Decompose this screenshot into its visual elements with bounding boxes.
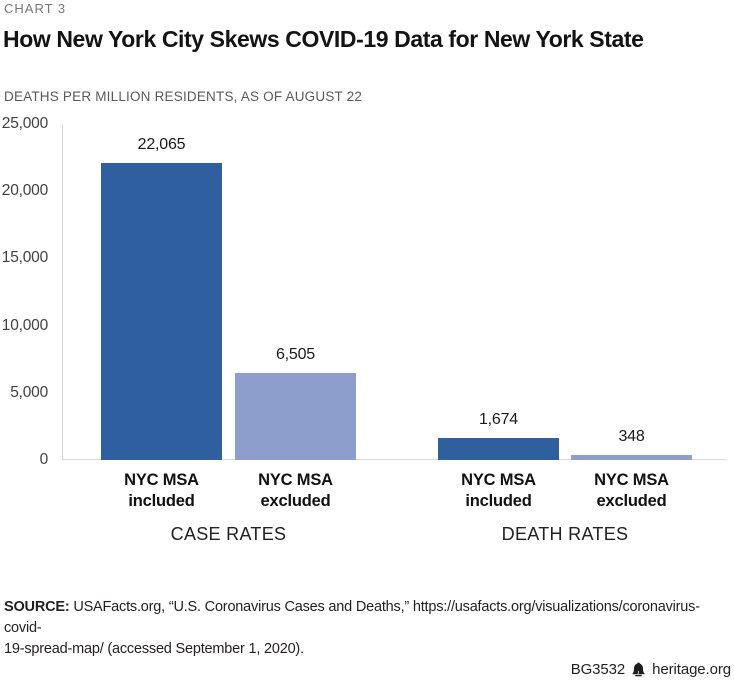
bar-category-label: NYC MSA included (461, 471, 536, 510)
document-id: BG3532 (570, 661, 626, 678)
chart-number: CHART 3 (4, 1, 67, 16)
bar-category-label: NYC MSA included (124, 471, 199, 510)
bar-3 (438, 438, 559, 460)
y-axis-tick-label: 0 (39, 451, 49, 468)
bar-4 (571, 455, 692, 460)
website-url: heritage.org (652, 661, 731, 678)
chart-subtitle: DEATHS PER MILLION RESIDENTS, AS OF AUGU… (4, 89, 363, 104)
bar-value-label: 1,674 (478, 411, 519, 428)
chart-title: How New York City Skews COVID-19 Data fo… (3, 26, 644, 52)
bar-value-label: 22,065 (137, 136, 186, 153)
bar-chart: 0 5,000 10,000 15,000 20,000 25,000 22,065 NYC … (1, 115, 727, 544)
plot-area (62, 124, 727, 460)
bar-value-label: 6,505 (275, 346, 316, 363)
y-axis-tick-label: 5,000 (10, 383, 48, 401)
liberty-bell-icon (632, 662, 645, 677)
group-label-1: CASE RATES (170, 524, 287, 544)
y-axis-tick-label: 15,000 (1, 249, 48, 267)
bar-category-label: NYC MSA excluded (258, 471, 333, 510)
source-line-2: 19-spread-map/ (accessed September 1, 20… (4, 641, 304, 657)
bar-1 (101, 163, 222, 460)
source-text: USAFacts.org, “U.S. Coronavirus Cases an… (4, 599, 700, 636)
bar-category-label: NYC MSA excluded (594, 471, 669, 510)
footer: BG3532 heritage.org (571, 661, 731, 678)
source-label: SOURCE: (4, 599, 70, 615)
bar-value-label: 348 (618, 428, 645, 445)
y-axis-tick-label: 25,000 (1, 115, 48, 132)
y-axis-tick-label: 20,000 (1, 182, 48, 200)
y-axis-tick-label: 10,000 (1, 316, 48, 334)
source-line-1: SOURCE: USAFacts.org, “U.S. Coronavirus … (4, 597, 732, 639)
group-label-2: DEATH RATES (501, 524, 629, 544)
bar-2 (235, 373, 356, 460)
source-note: SOURCE: USAFacts.org, “U.S. Coronavirus … (4, 597, 732, 660)
